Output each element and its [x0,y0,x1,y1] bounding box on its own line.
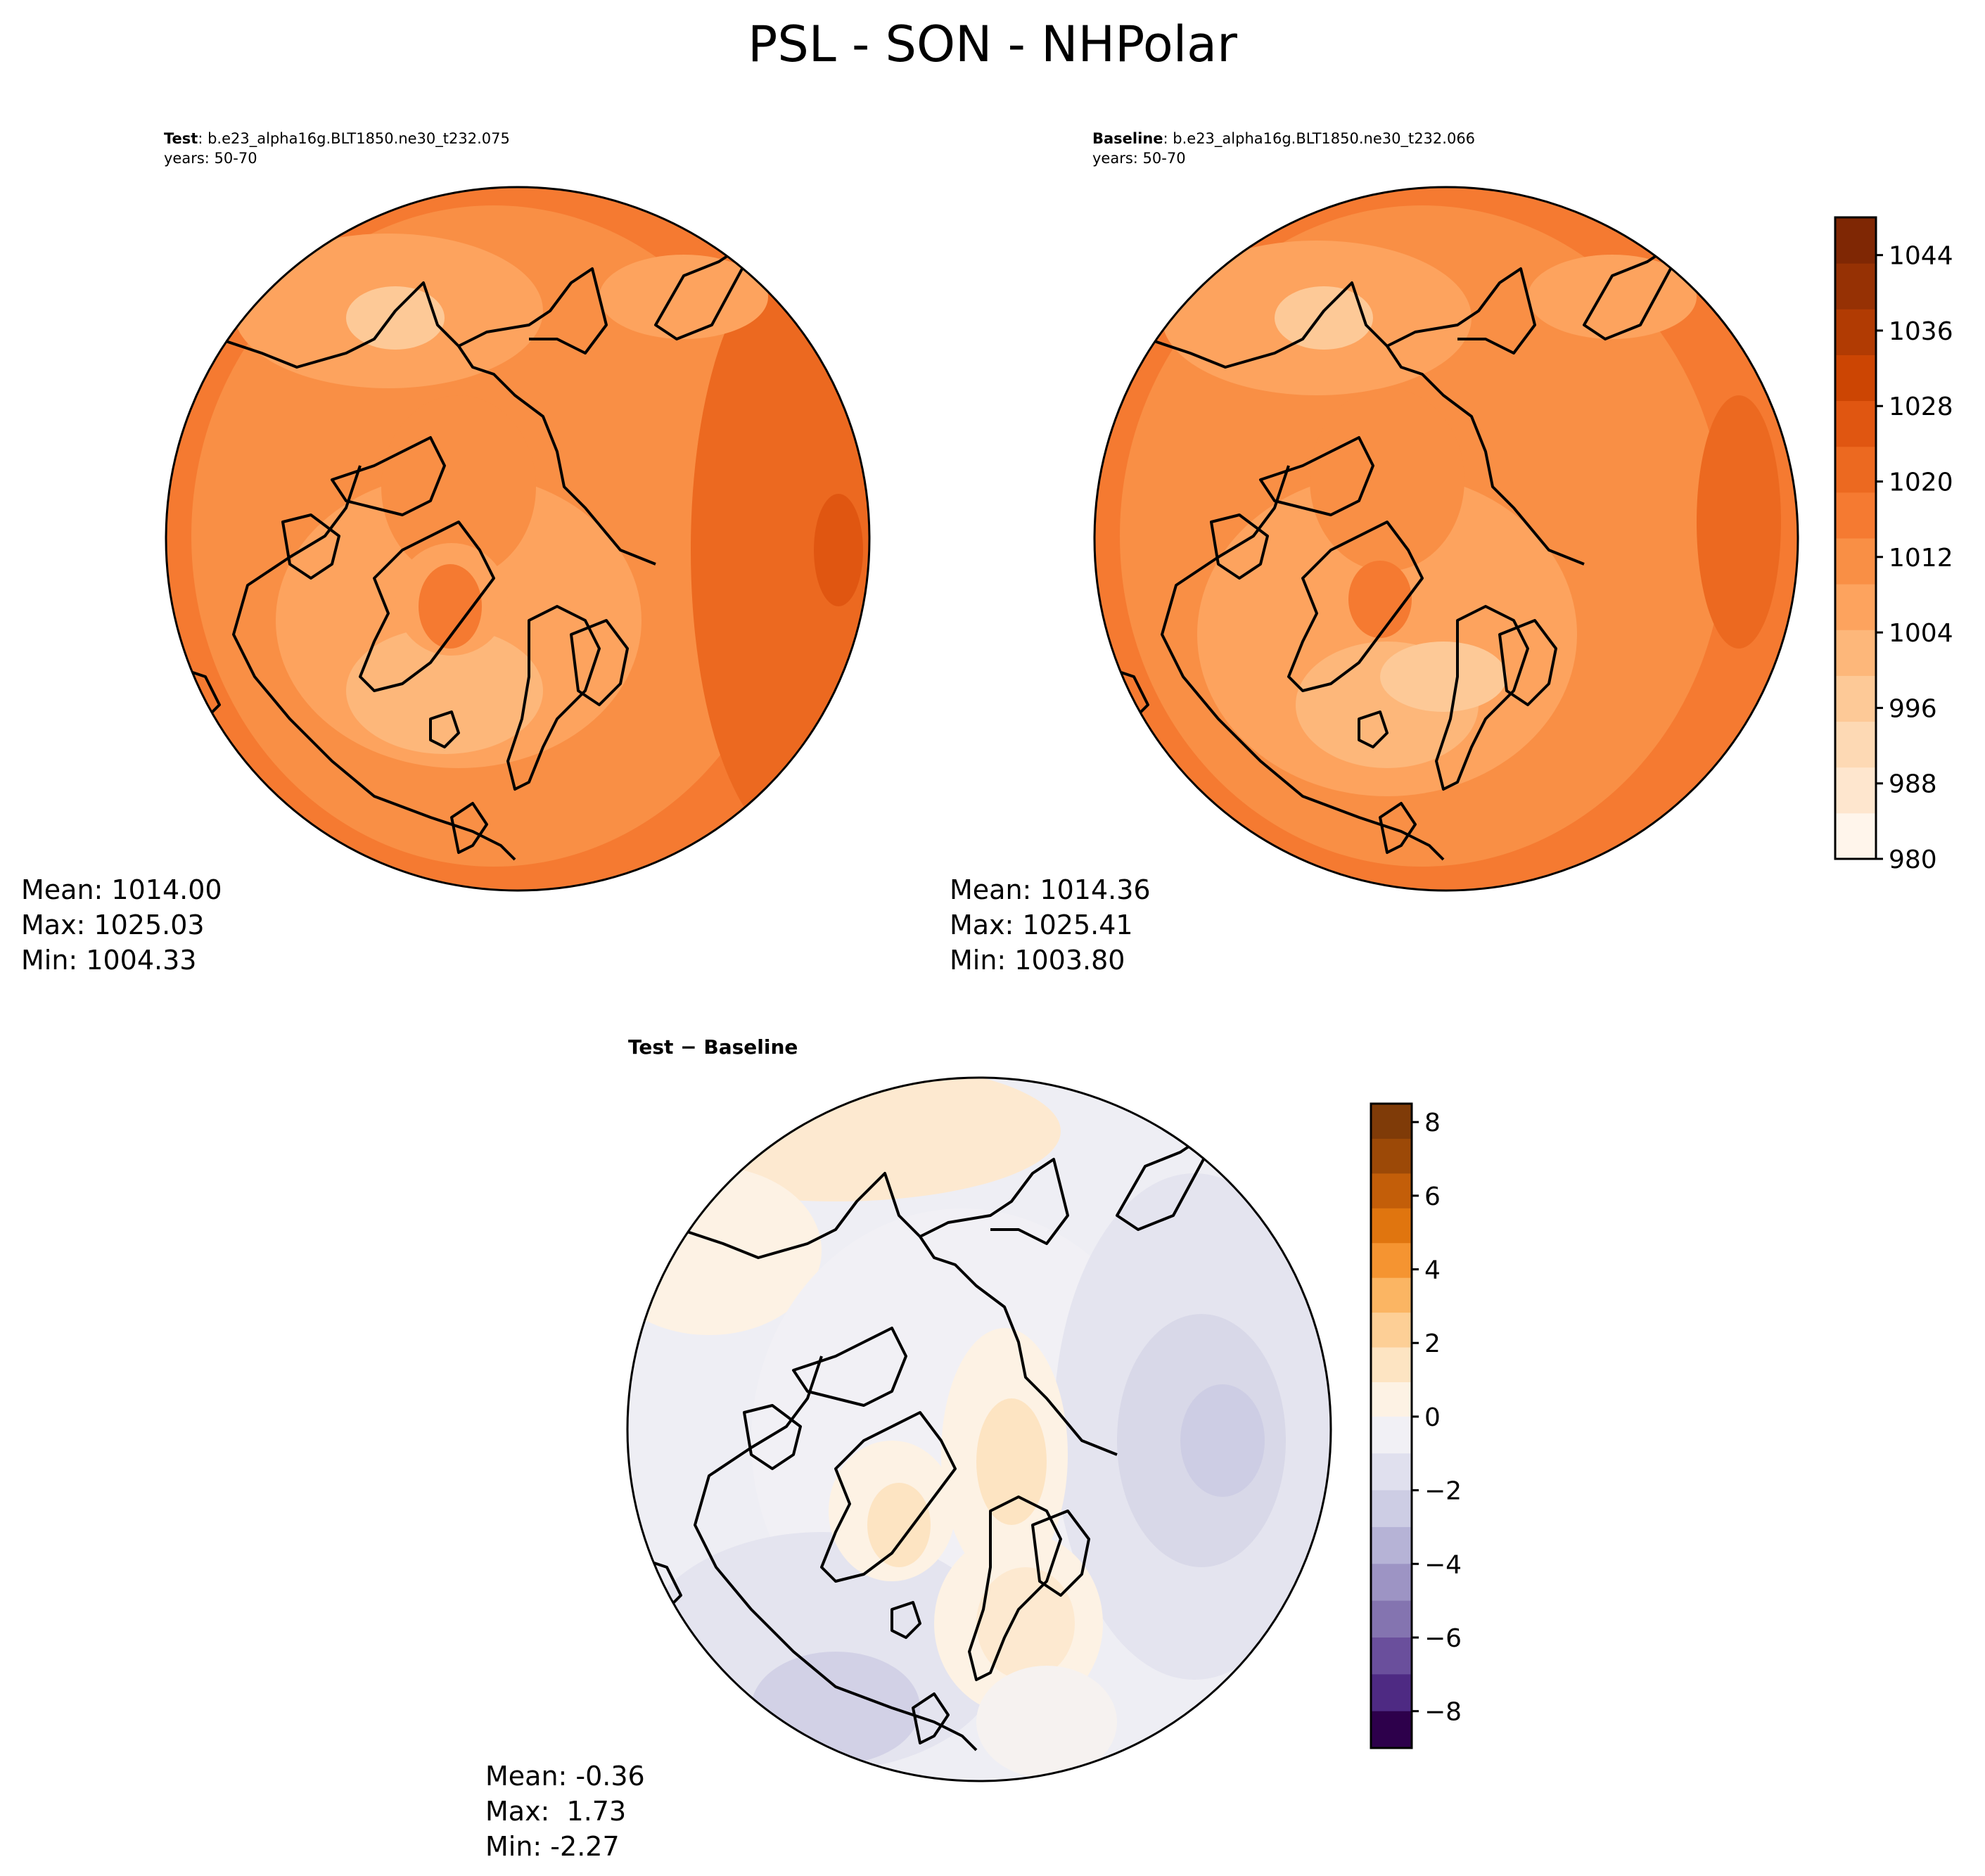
main-colorbar-segment [1835,584,1876,630]
baseline-panel-title: Baseline: b.e23_alpha16g.BLT1850.ne30_t2… [1092,129,1475,168]
main-colorbar-tick-label: 1004 [1889,619,1953,648]
difference-colorbar-segment [1371,1104,1412,1139]
difference-colorbar-segment [1371,1416,1412,1454]
difference-colorbar-tick-label: 4 [1424,1256,1441,1285]
main-colorbar-tick-label: 1036 [1889,317,1953,346]
difference-colorbar-segment [1371,1173,1412,1208]
baseline-stats: Mean: 1014.36 Max: 1025.41 Min: 1003.80 [950,872,1151,978]
difference-colorbar-segment [1371,1674,1412,1712]
difference-max: Max: 1.73 [485,1796,627,1827]
main-colorbar-segment [1835,309,1876,355]
difference-colorbar-tick-label: 6 [1424,1182,1441,1211]
main-colorbar-fills [1835,217,1876,860]
difference-colorbar-segment [1371,1138,1412,1174]
difference-polar-map [626,1076,1332,1782]
main-colorbar-tick-label: 988 [1889,770,1937,799]
main-colorbar-tick-label: 980 [1889,846,1937,872]
figure-title: PSL - SON - NHPolar [748,15,1237,73]
difference-colorbar-segment [1371,1600,1412,1638]
difference-colorbar-segment [1371,1242,1412,1278]
difference-colorbar-segment [1371,1347,1412,1382]
test-label: Test [164,130,198,147]
difference-label-separator: − [673,1035,704,1059]
main-colorbar-segment [1835,492,1876,539]
main-colorbar-segment [1835,400,1876,447]
baseline-max: Max: 1025.41 [950,910,1133,940]
difference-mean: Mean: -0.36 [485,1761,645,1792]
baseline-label: Baseline [1092,130,1163,147]
main-colorbar-segment [1835,675,1876,722]
difference-colorbar-segment [1371,1490,1412,1528]
main-colorbar-segment [1835,812,1876,860]
test-mean: Mean: 1014.00 [21,874,222,905]
main-colorbar-segment [1835,721,1876,768]
main-colorbar-tick-label: 1044 [1889,242,1953,271]
main-colorbar-segment [1835,217,1876,264]
difference-colorbar-tick-label: −8 [1424,1698,1462,1727]
test-years: years: 50-70 [164,150,257,167]
difference-panel-title: Test − Baseline [628,1035,798,1059]
difference-colorbar-segment [1371,1453,1412,1491]
difference-label-baseline: Baseline [703,1035,798,1059]
baseline-years: years: 50-70 [1092,150,1186,167]
main-colorbar-segment [1835,630,1876,676]
test-min: Min: 1004.33 [21,945,197,976]
main-colorbar-tick-label: 1012 [1889,544,1953,573]
test-panel-title: Test: b.e23_alpha16g.BLT1850.ne30_t232.0… [164,129,510,168]
main-colorbar-ticks: 980 988 996 1004 1012 1020 1028 1036 1044 [1876,242,1953,872]
test-case-name: : b.e23_alpha16g.BLT1850.ne30_t232.075 [198,130,510,147]
difference-colorbar-tick-label: −2 [1424,1477,1462,1506]
main-colorbar: 980 988 996 1004 1012 1020 1028 1036 1044 [1834,216,1953,872]
baseline-case-name: : b.e23_alpha16g.BLT1850.ne30_t232.066 [1163,130,1476,147]
difference-colorbar-segment [1371,1526,1412,1564]
difference-colorbar-tick-label: 8 [1424,1109,1441,1137]
main-colorbar-segment [1835,538,1876,585]
difference-stats: Mean: -0.36 Max: 1.73 Min: -2.27 [485,1759,645,1864]
baseline-mean: Mean: 1014.36 [950,874,1151,905]
difference-colorbar-segment [1371,1382,1412,1417]
difference-colorbar-segment [1371,1312,1412,1348]
difference-colorbar-tick-label: −6 [1424,1624,1462,1653]
difference-colorbar-segment [1371,1711,1412,1749]
main-colorbar-segment [1835,355,1876,402]
difference-colorbar-tick-label: 2 [1424,1329,1441,1358]
main-colorbar-segment [1835,446,1876,493]
main-colorbar-segment [1835,263,1876,310]
main-colorbar-segment [1835,767,1876,814]
test-polar-map [165,186,871,892]
difference-colorbar-segment [1371,1637,1412,1675]
difference-colorbar-fills [1371,1104,1412,1749]
test-max: Max: 1025.03 [21,910,205,940]
difference-colorbar-ticks: 8 6 4 2 0 −2 −4 −6 −8 [1412,1109,1462,1727]
test-stats: Mean: 1014.00 Max: 1025.03 Min: 1004.33 [21,872,222,978]
difference-colorbar-tick-label: 0 [1424,1403,1441,1432]
difference-colorbar-tick-label: −4 [1424,1550,1462,1579]
main-colorbar-tick-label: 1020 [1889,468,1953,497]
main-colorbar-tick-label: 996 [1889,694,1937,723]
baseline-min: Min: 1003.80 [950,945,1125,976]
difference-colorbar-segment [1371,1564,1412,1602]
main-colorbar-tick-label: 1028 [1889,393,1953,421]
difference-colorbar-segment [1371,1277,1412,1313]
baseline-polar-map [1093,186,1799,892]
difference-label-test: Test [628,1035,674,1059]
difference-colorbar: 8 6 4 2 0 −2 −4 −6 −8 [1370,1102,1462,1749]
difference-colorbar-segment [1371,1208,1412,1244]
difference-min: Min: -2.27 [485,1831,620,1862]
